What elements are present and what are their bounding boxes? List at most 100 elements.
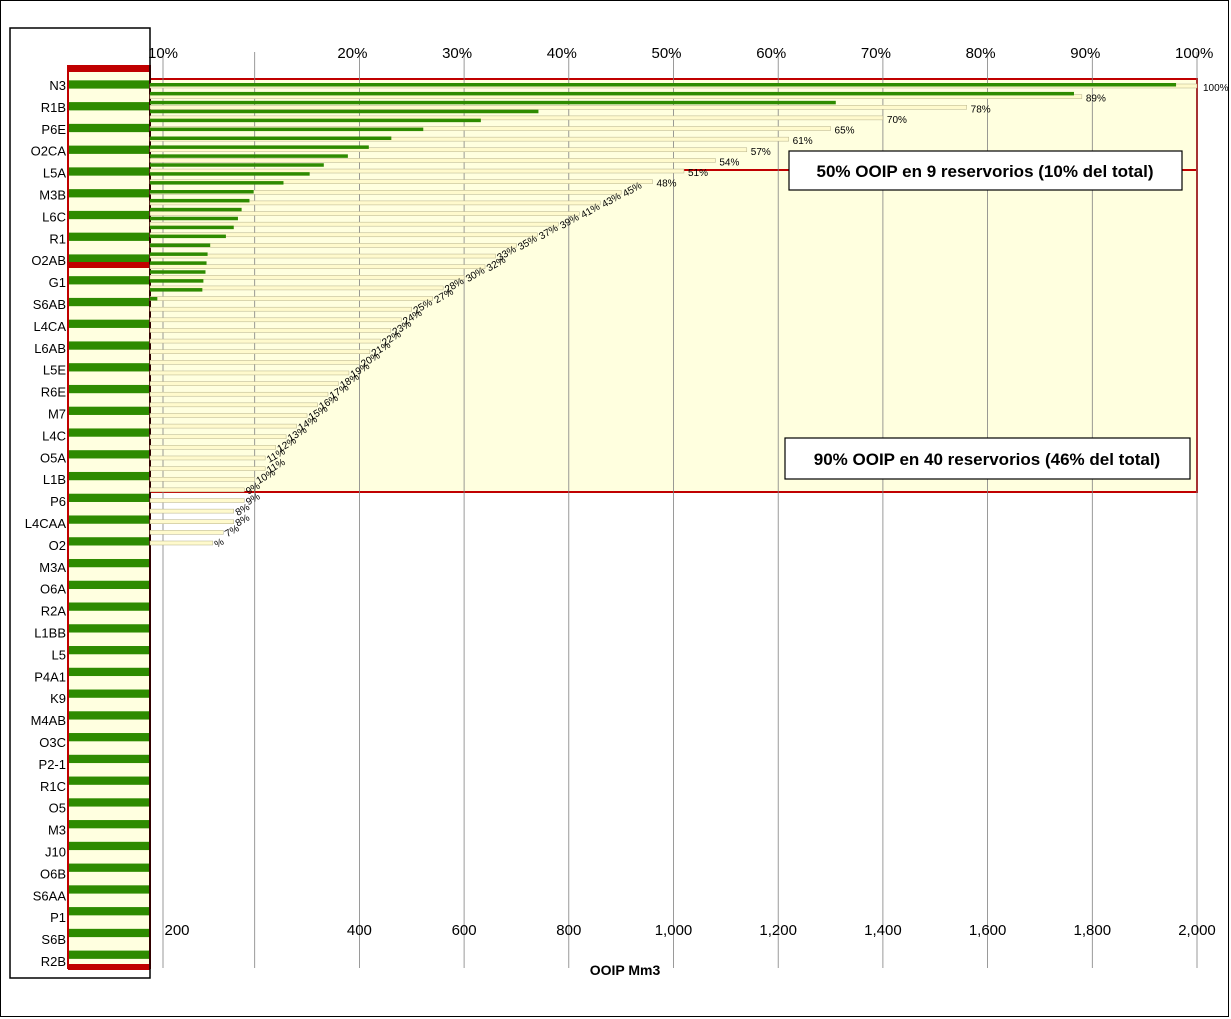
category-label: S6AB — [33, 297, 66, 312]
top-tick-label: 90% — [1070, 45, 1100, 62]
top-tick-label: 30% — [442, 45, 472, 62]
cumulative-bar — [149, 370, 350, 376]
cumulative-label: 100% — [1203, 83, 1229, 94]
category-label: L4CAA — [25, 516, 67, 531]
category-label: O6A — [40, 582, 66, 597]
cumulative-bar — [149, 466, 266, 471]
category-stripe — [68, 754, 150, 764]
ooip-bar — [150, 181, 284, 185]
category-stripe — [68, 820, 150, 829]
cumulative-label: 51% — [688, 168, 708, 179]
category-label: L4C — [42, 428, 66, 443]
cumulative-bar — [149, 498, 245, 503]
bottom-tick-label: 1,400 — [864, 922, 902, 939]
category-stripe — [68, 646, 150, 655]
category-stripe — [68, 428, 150, 437]
category-label: R2A — [41, 604, 67, 619]
cumulative-bar — [149, 391, 329, 397]
cumulative-bar — [149, 434, 287, 439]
cumulative-bar — [149, 455, 266, 461]
category-stripe — [68, 471, 150, 481]
ooip-bar — [150, 91, 1074, 96]
category-stripe — [68, 689, 150, 698]
category-stripe — [68, 319, 150, 328]
category-labels: N3 R1B P6E O2CA L5A M3B L6C R1 O2AB G1 S6AB L4CA L6A… — [25, 78, 67, 969]
cumulative-bar — [149, 168, 685, 174]
ooip-bar — [150, 100, 836, 105]
category-stripe — [68, 123, 150, 133]
category-label: M7 — [48, 407, 66, 422]
cumulative-bar — [149, 317, 402, 323]
category-label: N3 — [49, 78, 66, 93]
strip-marker — [68, 66, 150, 72]
ooip-bar — [150, 145, 369, 149]
category-stripe — [68, 210, 150, 220]
cumulative-bar — [149, 519, 235, 524]
category-label: L5E — [43, 363, 66, 378]
cumulative-bar — [149, 328, 392, 333]
top-tick-label: 70% — [861, 45, 891, 62]
ooip-bar — [150, 216, 238, 221]
cumulative-bar — [149, 147, 748, 153]
ooip-bar — [150, 163, 324, 167]
category-stripe — [68, 341, 150, 350]
category-stripe — [68, 537, 150, 546]
annotation-50-box — [788, 150, 1183, 191]
ooip-bar — [150, 288, 203, 292]
cumulative-label: 54% — [719, 157, 739, 168]
cumulative-label: 61% — [793, 136, 813, 147]
ooip-bars — [150, 83, 1177, 301]
category-label: R1C — [40, 779, 66, 794]
ooip-bar — [150, 109, 539, 114]
category-label: L4CA — [33, 319, 66, 334]
category-stripe — [68, 297, 150, 307]
category-stripe — [68, 863, 150, 872]
ooip-bar — [150, 279, 204, 283]
annotation-90-text: 90% OOIP en 40 reservorios (46% del tota… — [814, 450, 1160, 469]
category-stripe — [68, 515, 150, 524]
cumulative-bar — [149, 275, 465, 280]
top-tick-label: 40% — [547, 45, 577, 62]
category-stripe — [68, 602, 150, 611]
category-stripe — [68, 167, 150, 176]
cumulative-bar — [149, 381, 339, 386]
category-stripe — [68, 80, 150, 89]
category-stripe — [68, 493, 150, 502]
top-tick-label: 100% — [1175, 45, 1213, 62]
category-stripe — [68, 232, 150, 241]
category-stripe — [68, 276, 150, 285]
category-stripe — [68, 624, 150, 633]
category-label: P1 — [50, 910, 66, 925]
category-stripe — [68, 711, 150, 720]
cumulative-label: 65% — [835, 126, 855, 137]
category-label: M4AB — [31, 713, 66, 728]
ooip-bar — [150, 234, 226, 239]
ooip-bar — [150, 225, 234, 230]
annotation-50: 50% OOIP en 9 reservorios (10% del total… — [788, 150, 1183, 191]
category-label: M3 — [48, 823, 66, 838]
cumulative-bar — [149, 211, 580, 216]
ooip-bar — [150, 172, 310, 176]
top-tick-label: 10% — [148, 45, 178, 62]
cumulative-bar — [149, 360, 360, 365]
category-stripe — [68, 406, 150, 415]
category-label: O6B — [40, 866, 66, 881]
category-label: S6B — [41, 932, 66, 947]
category-label: O2AB — [31, 253, 66, 268]
category-stripe — [68, 841, 150, 851]
cumulative-bar — [149, 221, 559, 227]
category-label: J10 — [45, 845, 66, 860]
annotation-90: 90% OOIP en 40 reservorios (46% del tota… — [784, 437, 1191, 480]
category-label: O5 — [49, 801, 66, 816]
bottom-axis-ticks: 200 400 600 800 1,000 1,200 1,400 1,600 1,800 2,0… — [164, 922, 1215, 939]
top-tick-label: 80% — [966, 45, 996, 62]
cumulative-label: 57% — [751, 147, 771, 158]
category-stripe — [68, 254, 150, 263]
cumulative-bar — [149, 115, 884, 121]
annotation-50-text: 50% OOIP en 9 reservorios (10% del total… — [817, 162, 1154, 181]
cumulative-label: 78% — [971, 104, 991, 115]
category-label: O3C — [39, 735, 66, 750]
bottom-tick-label: 400 — [347, 922, 372, 939]
bottom-tick-label: 1,000 — [655, 922, 693, 939]
